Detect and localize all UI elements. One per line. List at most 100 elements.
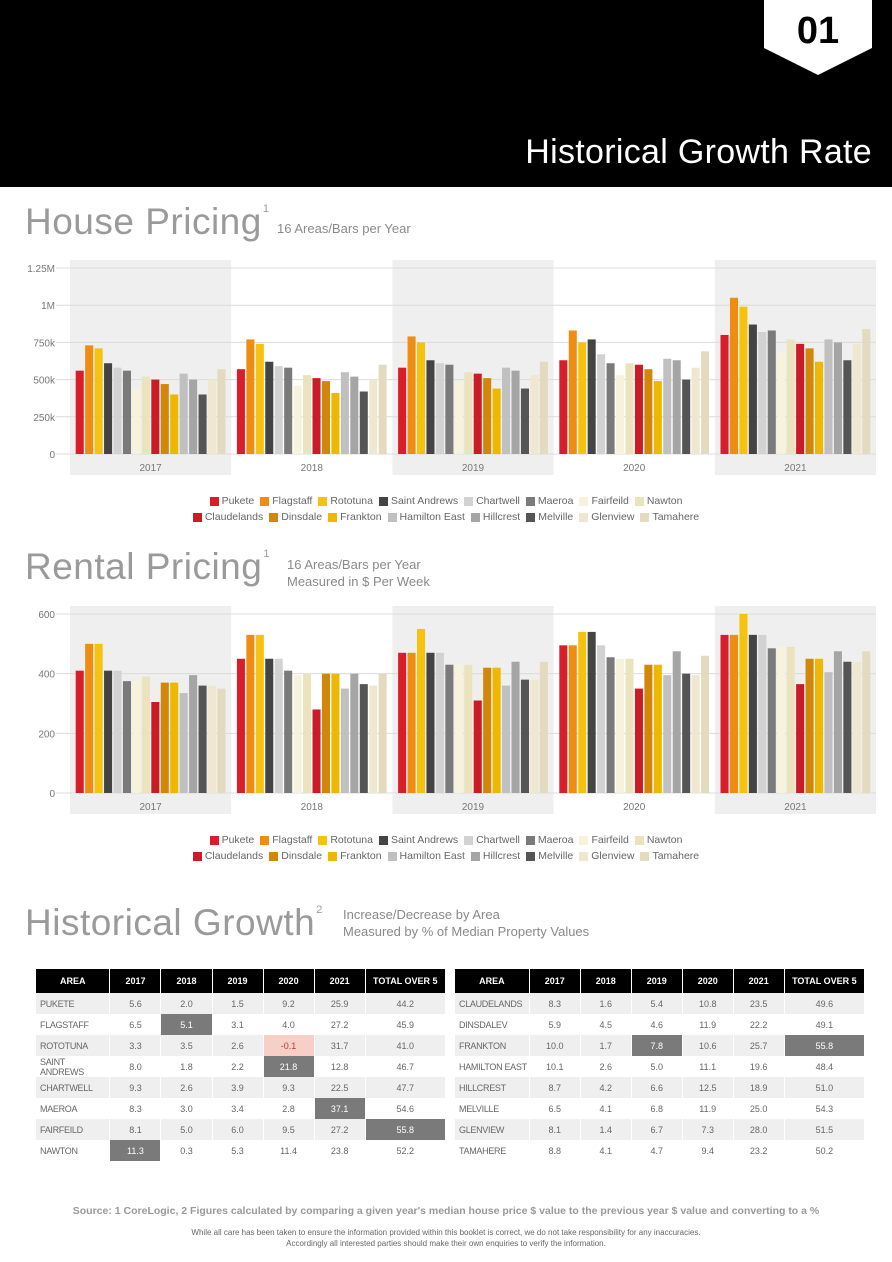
growth-left-value-cell: 37.1 bbox=[314, 1098, 366, 1119]
growth-left-header-cell: TOTAL OVER 5 bbox=[365, 969, 447, 993]
rental-legend-item: Saint Andrews bbox=[378, 832, 459, 848]
growth-right-value-cell: 9.4 bbox=[682, 1140, 734, 1161]
house-legend-swatch bbox=[526, 512, 536, 522]
rental-subtitle-line1: 16 Areas/Bars per Year bbox=[287, 557, 421, 572]
growth-right-header-cell: AREA bbox=[455, 969, 530, 993]
house-xtick-label: 2020 bbox=[623, 463, 646, 474]
growth-left-header-cell: 2017 bbox=[109, 969, 162, 993]
house-legend-item: Chartwell bbox=[464, 493, 520, 509]
rental-legend-item: Fairfeild bbox=[579, 832, 629, 848]
house-legend-swatch bbox=[328, 512, 338, 522]
rental-legend-swatch bbox=[464, 835, 474, 845]
rental-bar-2020-frankton bbox=[653, 664, 662, 793]
growth-left-value-cell: 55.8 bbox=[365, 1119, 447, 1140]
growth-right-value-cell: 1.7 bbox=[580, 1035, 632, 1056]
house-legend-label: Fairfeild bbox=[591, 495, 629, 507]
house-bar-2020-fairfeild bbox=[616, 375, 625, 454]
house-legend-swatch bbox=[640, 512, 650, 522]
table-row: PUKETE 5.6 2.0 1.5 9.2 25.9 44.2 bbox=[36, 993, 447, 1014]
house-band-2019 bbox=[392, 260, 554, 475]
house-bar-2019-flagstaff bbox=[407, 336, 416, 454]
house-bar-2017-glenview bbox=[208, 379, 217, 454]
house-bar-2021-fairfeild bbox=[777, 352, 786, 454]
growth-right-value-cell: 5.0 bbox=[631, 1056, 683, 1077]
house-legend-label: Rototuna bbox=[330, 495, 373, 507]
growth-right-header-cell: 2018 bbox=[580, 969, 632, 993]
rental-subtitle-line2: Measured in $ Per Week bbox=[287, 574, 430, 589]
growth-left-area-cell: ROTOTUNA bbox=[36, 1035, 111, 1056]
table-row: MELVILLE 6.5 4.1 6.8 11.9 25.0 54.3 bbox=[455, 1098, 866, 1119]
rental-legend-item: Flagstaff bbox=[260, 832, 312, 848]
rental-legend-label: Rototuna bbox=[330, 834, 373, 846]
house-bar-2020-dinsdale bbox=[644, 369, 653, 454]
rental-bar-2019-tamahere bbox=[539, 661, 548, 793]
growth-right-value-cell: 49.1 bbox=[784, 1014, 866, 1035]
house-xtick-label: 2019 bbox=[462, 463, 485, 474]
growth-left-value-cell: 9.3 bbox=[109, 1077, 162, 1098]
growth-left-value-cell: 3.3 bbox=[109, 1035, 162, 1056]
growth-left-value-cell: 5.0 bbox=[160, 1119, 213, 1140]
house-bar-2017-chartwell bbox=[113, 367, 122, 454]
table-row: DINSDALEV 5.9 4.5 4.6 11.9 22.2 49.1 bbox=[455, 1014, 866, 1035]
house-bar-2018-melville bbox=[359, 391, 368, 454]
house-bar-2018-flagstaff bbox=[246, 339, 255, 454]
house-legend-label: Saint Andrews bbox=[390, 495, 459, 507]
house-legend-label: Chartwell bbox=[476, 495, 520, 507]
rental-legend-label: Saint Andrews bbox=[390, 834, 459, 846]
rental-bar-2021-chartwell bbox=[758, 634, 767, 793]
rental-legend-label: Claudelands bbox=[204, 850, 264, 862]
growth-right-header-cell: TOTAL OVER 5 bbox=[784, 969, 866, 993]
growth-right-value-cell: 4.2 bbox=[580, 1077, 632, 1098]
rental-bar-2018-fairfeild bbox=[293, 675, 302, 793]
growth-right-value-cell: 10.1 bbox=[529, 1056, 581, 1077]
house-bar-2017-rototuna bbox=[94, 348, 103, 454]
rental-bar-2021-nawton bbox=[786, 646, 795, 793]
house-ytick-label: 750k bbox=[33, 338, 56, 349]
growth-left-value-cell: 6.5 bbox=[109, 1014, 162, 1035]
page-title: Historical Growth Rate bbox=[525, 133, 872, 171]
rental-bar-2019-hamilton-east bbox=[502, 685, 511, 793]
rental-bar-2017-frankton bbox=[170, 682, 179, 793]
house-bar-2018-nawton bbox=[303, 375, 312, 454]
source-note: Source: 1 CoreLogic, 2 Figures calculate… bbox=[72, 1205, 820, 1217]
rental-bar-2017-claudelands bbox=[151, 702, 160, 793]
house-bar-2017-fairfeild bbox=[132, 388, 141, 454]
growth-left-header-cell: AREA bbox=[36, 969, 111, 993]
rental-bar-2018-chartwell bbox=[274, 658, 283, 793]
rental-bar-2017-flagstaff bbox=[85, 643, 94, 793]
growth-left-value-cell: 9.2 bbox=[263, 993, 315, 1014]
rental-legend-item: Maeroa bbox=[525, 832, 573, 848]
rental-bar-2020-melville bbox=[682, 673, 691, 793]
rental-bar-2021-hillcrest bbox=[833, 651, 842, 793]
rental-legend-swatch bbox=[192, 851, 202, 861]
house-bar-2019-tamahere bbox=[539, 361, 548, 454]
growth-right-value-cell: 6.8 bbox=[631, 1098, 683, 1119]
rental-pricing-legend: Pukete Flagstaff Rototuna Saint Andrews Char… bbox=[0, 832, 892, 864]
rental-legend-swatch bbox=[260, 835, 270, 845]
growth-left-area-cell: NAWTON bbox=[36, 1140, 111, 1161]
house-legend-item: Nawton bbox=[634, 493, 682, 509]
house-bar-2017-dinsdale bbox=[160, 384, 169, 454]
growth-left-value-cell: 27.2 bbox=[314, 1014, 366, 1035]
house-bar-2019-claudelands bbox=[473, 373, 482, 454]
rental-ytick-label: 0 bbox=[49, 789, 55, 800]
house-bar-2018-maeroa bbox=[284, 367, 293, 454]
rental-pricing-title-text: Rental Pricing bbox=[25, 546, 263, 587]
growth-left-value-cell: 5.1 bbox=[160, 1014, 213, 1035]
house-ytick-label: 0 bbox=[49, 450, 55, 461]
rental-bar-2020-chartwell bbox=[597, 645, 606, 793]
house-bar-2017-nawton bbox=[141, 376, 150, 454]
rental-pricing-footnote: 1 bbox=[263, 548, 270, 560]
rental-legend-swatch bbox=[525, 835, 535, 845]
growth-right-value-cell: 4.6 bbox=[631, 1014, 683, 1035]
growth-left-value-cell: 8.1 bbox=[109, 1119, 162, 1140]
rental-legend-item: Nawton bbox=[634, 832, 682, 848]
house-bar-2018-rototuna bbox=[255, 343, 264, 454]
rental-bar-2019-fairfeild bbox=[454, 664, 463, 793]
growth-right-value-cell: 55.8 bbox=[784, 1035, 866, 1056]
rental-bar-2019-melville bbox=[520, 679, 529, 793]
table-row: GLENVIEW 8.1 1.4 6.7 7.3 28.0 51.5 bbox=[455, 1119, 866, 1140]
table-row: HAMILTON EAST 10.1 2.6 5.0 11.1 19.6 48.4 bbox=[455, 1056, 866, 1077]
growth-subtitle-line1: Increase/Decrease by Area bbox=[343, 907, 500, 922]
growth-right-value-cell: 1.6 bbox=[580, 993, 632, 1014]
